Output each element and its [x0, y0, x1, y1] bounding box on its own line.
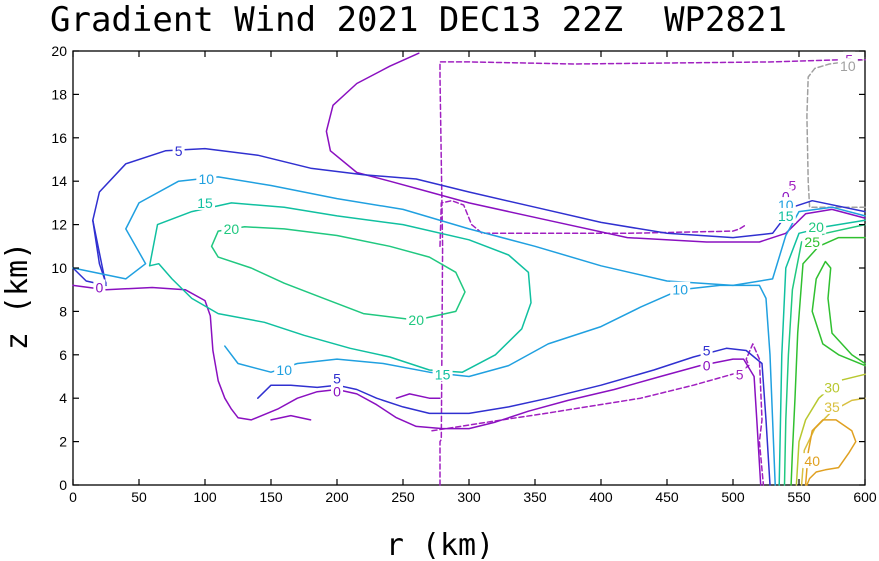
- x-tick-label: 300: [457, 489, 481, 505]
- contour-25-line-1: [811, 260, 866, 367]
- y-tick-label: 10: [51, 260, 67, 276]
- contour-label: 20: [408, 312, 424, 328]
- contour-25-line-0: [790, 236, 866, 486]
- contour-label: 0: [96, 280, 104, 296]
- contour-label-bg: [822, 379, 842, 395]
- y-tick-label: 4: [59, 390, 67, 406]
- x-tick-label: 0: [69, 489, 77, 505]
- x-tick-label: 600: [853, 489, 877, 505]
- contour-label: 0: [333, 384, 341, 400]
- y-tick-label: 0: [59, 477, 67, 493]
- contour-label-bg: [195, 194, 215, 210]
- contour-label: 20: [224, 221, 240, 237]
- y-axis-label: z (km): [0, 242, 35, 350]
- contour-label: 5: [789, 178, 797, 194]
- contour-label: 30: [824, 379, 840, 395]
- contour-label-bg: [802, 453, 823, 469]
- plot-frame: [72, 50, 866, 486]
- contour-label: 15: [435, 366, 451, 382]
- contour-label-bg: [406, 312, 427, 328]
- y-tick-label: 14: [51, 173, 67, 189]
- y-tick-label: 20: [51, 43, 67, 59]
- contour-label-bg: [806, 218, 827, 234]
- contour-label-bg: [700, 342, 713, 358]
- x-tick-label: 200: [325, 489, 349, 505]
- contour-label-bg: [274, 361, 295, 377]
- contour-label-bg: [331, 383, 343, 399]
- y-tick-label: 18: [51, 86, 67, 102]
- x-tick-label: 550: [787, 489, 811, 505]
- contour-label: 10: [276, 362, 292, 378]
- contour-label-bg: [700, 357, 713, 373]
- contour-label: 5: [175, 143, 183, 159]
- x-tick-label: 350: [523, 489, 547, 505]
- chart-title: Gradient Wind 2021 DEC13 22Z WP2821: [50, 0, 787, 40]
- contour-5-line-0: [72, 147, 866, 287]
- contour-10-line-1: [224, 284, 776, 486]
- x-tick-label: 150: [259, 489, 283, 505]
- y-tick-label: 6: [59, 347, 67, 363]
- contour-15-line-0: [148, 202, 532, 373]
- contour-0-line-1: [395, 393, 441, 399]
- contour-label: 0: [782, 188, 790, 204]
- contour-label: 15: [778, 208, 794, 224]
- contour-neg5-line-2: [431, 343, 765, 486]
- contour-label-bg: [432, 366, 453, 382]
- y-tick-label: 8: [59, 303, 67, 319]
- y-tick-label: 2: [59, 434, 67, 450]
- contour-label: 10: [672, 282, 688, 298]
- contour-labels: 0510152020151050105055010152025303540510: [93, 51, 858, 469]
- contour-label: 10: [840, 58, 856, 74]
- x-tick-label: 50: [131, 489, 147, 505]
- contour-label: 5: [736, 366, 744, 382]
- x-tick-label: 250: [391, 489, 415, 505]
- contour-label: 5: [703, 342, 711, 358]
- contour-label: 25: [804, 234, 820, 250]
- y-tick-label: 12: [51, 217, 67, 233]
- contour-neg10-line-0: [806, 58, 866, 208]
- contour-label-bg: [802, 233, 823, 249]
- contour-label-bg: [837, 58, 858, 74]
- contour-label: 35: [824, 399, 840, 415]
- contour-label: 5: [333, 371, 341, 387]
- contour-label: 40: [804, 453, 820, 469]
- contour-5-line-1: [257, 347, 771, 486]
- contour-neg5-line-1: [439, 199, 747, 248]
- contour-label: 0: [703, 358, 711, 374]
- x-axis-ticks: 0 50 100 150 200 250 300 350 400 450 500 550 600: [69, 51, 877, 505]
- contour-neg5-line-0: [439, 58, 866, 486]
- contour-20-line-0: [210, 226, 466, 321]
- x-tick-label: 450: [655, 489, 679, 505]
- y-tick-label: 16: [51, 130, 67, 146]
- contour-label: 15: [197, 195, 213, 211]
- contour-label-bg: [93, 279, 106, 295]
- x-tick-label: 400: [589, 489, 613, 505]
- contour-label-bg: [670, 281, 691, 297]
- contour-label-bg: [331, 370, 343, 386]
- x-tick-label: 100: [193, 489, 217, 505]
- contour-30-line-0: [795, 373, 866, 486]
- y-axis-ticks: 0 2 4 6 8 10 12 14 16 18 20: [51, 43, 865, 493]
- contour-label: 20: [808, 219, 824, 235]
- contour-0-line-3: [270, 414, 312, 421]
- contour-label-bg: [775, 207, 796, 223]
- contour-label-bg: [822, 398, 842, 414]
- contour-lines: [72, 52, 866, 486]
- contour-10-line-0: [72, 176, 866, 287]
- contour-40-line-0: [804, 419, 857, 486]
- contour-label: 10: [199, 171, 215, 187]
- x-tick-label: 500: [721, 489, 745, 505]
- contour-0-line-0: [72, 284, 762, 486]
- contour-5-line-2: [92, 219, 107, 284]
- contour-label-bg: [733, 366, 746, 382]
- contour-label-bg: [196, 171, 217, 187]
- contour-label-bg: [221, 220, 242, 236]
- contour-label-bg: [172, 142, 185, 158]
- x-axis-label: r (km): [386, 528, 494, 561]
